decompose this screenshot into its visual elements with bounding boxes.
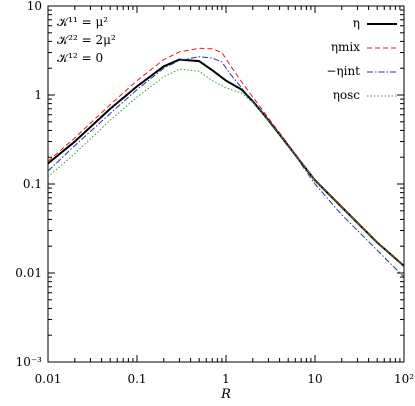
annotations: 𝒦¹¹ = μ² 𝒦²² = 2μ² 𝒦¹² = 0	[57, 15, 116, 65]
annotation-k12: 𝒦¹² = 0	[57, 51, 103, 65]
annotation-k11: 𝒦¹¹ = μ²	[57, 15, 108, 29]
y-tick-label: 1	[34, 88, 42, 102]
y-tick-label: 0.01	[15, 266, 42, 280]
legend-label-eta-osc: ηosc	[333, 88, 361, 102]
legend-label-eta-int: −ηint	[326, 64, 360, 78]
y-tick-label: 0.1	[23, 177, 42, 191]
ticks	[47, 6, 404, 363]
x-tick-label: 1	[222, 372, 230, 386]
series-eta-int-line	[47, 56, 405, 278]
legend: η ηmix −ηint ηosc	[326, 16, 397, 102]
legend-label-eta-mix: ηmix	[331, 40, 360, 54]
x-tick-label: 0.01	[35, 372, 62, 386]
x-tick-label: 0.1	[127, 372, 146, 386]
annotation-k22: 𝒦²² = 2μ²	[57, 33, 116, 47]
y-tick-label: 10	[27, 0, 42, 13]
tick-labels: 0.01 0.1 1 10 10² 10⁻³ 0.01 0.1 1 10	[15, 0, 414, 386]
x-tick-label: 10	[307, 372, 322, 386]
x-axis-label: R	[220, 387, 231, 402]
series-eta-mix-line	[47, 47, 405, 267]
series-lines	[47, 47, 405, 278]
y-tick-label: 10⁻³	[16, 355, 43, 369]
x-tick-label: 10²	[394, 372, 414, 386]
series-eta-osc-line	[47, 68, 405, 267]
legend-label-eta: η	[353, 16, 360, 30]
